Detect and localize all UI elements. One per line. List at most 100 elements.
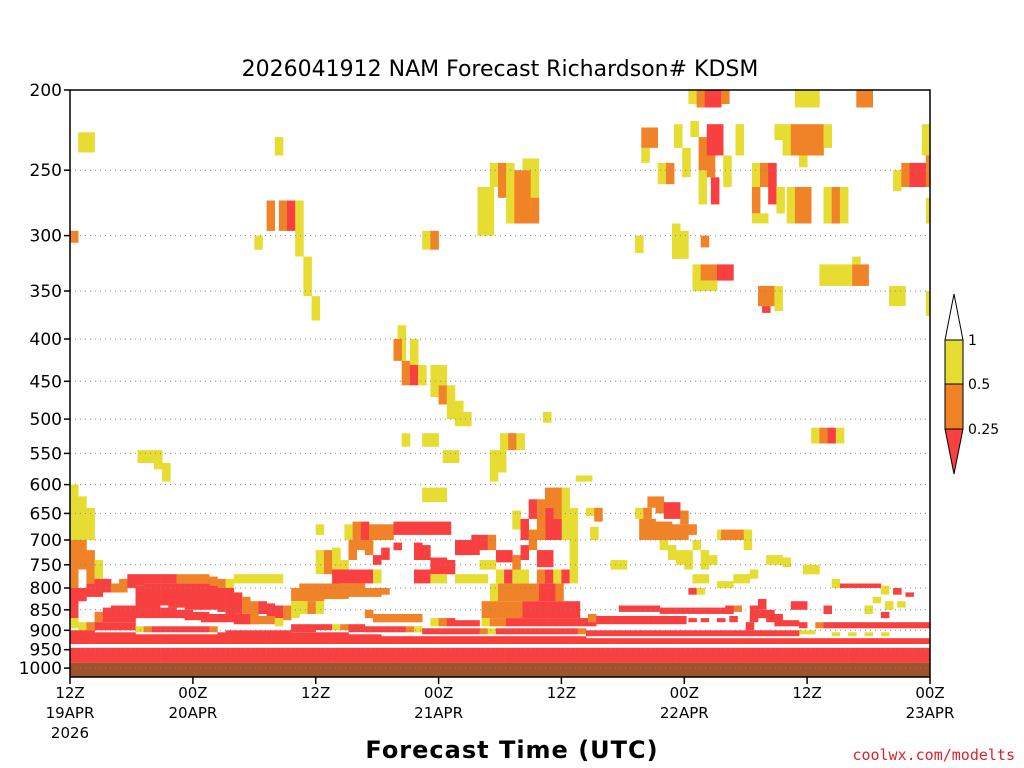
- ri-cell: [471, 636, 480, 644]
- ri-cell: [389, 626, 398, 633]
- ri-cell: [590, 526, 599, 540]
- ri-cell: [446, 385, 456, 420]
- ri-cell: [102, 622, 112, 631]
- ri-cell: [741, 647, 751, 663]
- ri-cell: [344, 524, 353, 540]
- ri-cell: [471, 574, 480, 584]
- ri-cell: [672, 524, 681, 540]
- ri-cell: [682, 147, 691, 178]
- ri-cell: [741, 574, 751, 584]
- ri-cell: [430, 230, 439, 250]
- ri-cell: [774, 555, 783, 565]
- ri-cell: [774, 285, 783, 311]
- ri-cell: [721, 529, 730, 540]
- ri-cell: [766, 647, 775, 663]
- ri-cell: [463, 411, 472, 427]
- ri-cell: [799, 638, 808, 644]
- ri-cell: [584, 475, 593, 482]
- ri-cell: [487, 534, 497, 551]
- ri-cell: [266, 647, 276, 663]
- ri-cell: [514, 583, 523, 602]
- ri-cell: [749, 638, 759, 644]
- ri-cell: [434, 521, 443, 535]
- ri-cell: [659, 607, 669, 614]
- ri-cell: [799, 155, 808, 168]
- ri-cell: [438, 647, 448, 663]
- ri-cell: [176, 574, 185, 584]
- ri-cell: [586, 638, 595, 644]
- ri-cell: [665, 162, 675, 185]
- ri-cell: [209, 585, 218, 610]
- ri-cell: [571, 618, 581, 627]
- ri-cell: [430, 647, 439, 663]
- legend-label: 0.5: [968, 377, 990, 393]
- ri-cell: [315, 550, 325, 575]
- ri-cell: [94, 611, 104, 623]
- ri-cell: [401, 433, 411, 447]
- ri-cell: [618, 560, 628, 570]
- legend-swatch: [944, 428, 964, 475]
- y-tick-label: 750: [30, 556, 62, 576]
- ri-cell: [495, 628, 505, 635]
- ri-cell: [811, 427, 820, 444]
- ri-cell: [872, 583, 882, 588]
- ri-cell: [489, 618, 499, 627]
- ri-cell: [667, 630, 677, 637]
- ri-cell: [397, 614, 407, 623]
- ri-cell: [176, 583, 185, 608]
- ri-cell: [602, 630, 611, 637]
- ri-cell: [422, 569, 431, 584]
- ri-cell: [512, 569, 521, 584]
- ri-cell: [667, 647, 677, 663]
- x-tick-label-bottom: 2026: [51, 724, 89, 742]
- ri-cell: [651, 630, 660, 637]
- ri-cell: [514, 601, 523, 619]
- ri-cell: [612, 616, 622, 625]
- ri-cell: [799, 630, 808, 635]
- ri-cell: [377, 524, 386, 540]
- ri-cell: [201, 574, 210, 584]
- ri-cell: [463, 628, 472, 635]
- ri-cell: [307, 624, 316, 633]
- ri-cell: [266, 200, 276, 231]
- ri-cell: [192, 611, 202, 621]
- ri-cell: [635, 235, 644, 254]
- ri-cell: [749, 605, 759, 623]
- ri-cell: [135, 605, 144, 619]
- ri-cell: [151, 583, 161, 606]
- ri-cell: [455, 636, 464, 644]
- ri-cell: [610, 638, 620, 644]
- ri-cell: [848, 638, 857, 644]
- ri-cell: [741, 630, 751, 637]
- ri-cell: [348, 583, 357, 597]
- ri-cell: [520, 636, 529, 644]
- ri-cell: [422, 545, 431, 560]
- ri-cell: [340, 647, 349, 663]
- ri-cell: [807, 124, 816, 156]
- ri-cell: [659, 630, 669, 637]
- ri-cell: [799, 647, 808, 663]
- ri-cell: [827, 427, 837, 444]
- ri-cell: [848, 622, 857, 629]
- ri-cell: [766, 630, 775, 637]
- ri-cell: [233, 630, 243, 644]
- y-tick-label: 650: [30, 504, 62, 524]
- ri-cell: [504, 628, 513, 635]
- ri-cell: [463, 636, 472, 644]
- ri-cell: [405, 626, 415, 633]
- ri-cell: [217, 632, 226, 644]
- y-tick-label: 1000: [19, 659, 62, 679]
- ri-cell: [192, 626, 202, 633]
- ri-cell: [733, 638, 742, 644]
- legend-swatch: [944, 293, 964, 341]
- ri-cell: [864, 583, 873, 588]
- ri-cell: [389, 647, 398, 663]
- ri-cell: [610, 560, 620, 570]
- ri-cell: [414, 626, 423, 633]
- ri-cell: [856, 583, 865, 588]
- ri-cell: [438, 618, 448, 627]
- ri-cell: [522, 158, 531, 171]
- ri-cell: [799, 601, 808, 610]
- ri-cell: [477, 187, 486, 236]
- ri-cell: [577, 628, 587, 635]
